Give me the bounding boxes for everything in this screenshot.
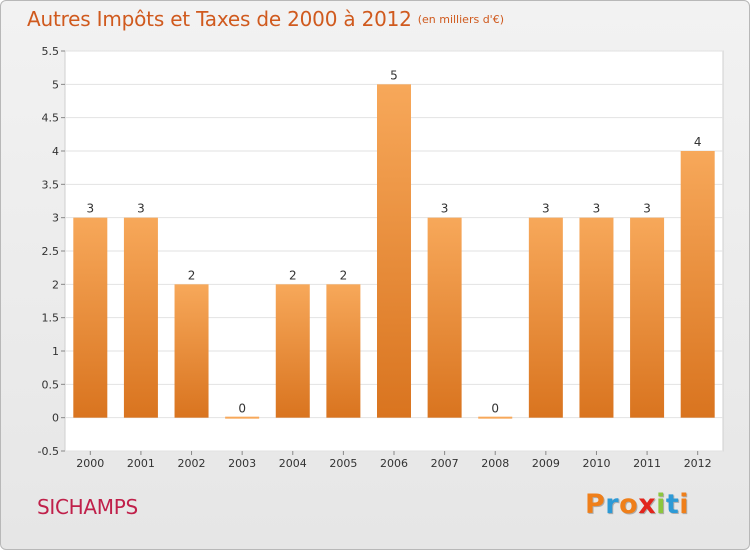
data-label: 2 (188, 268, 196, 282)
bar (478, 416, 513, 419)
bar (275, 284, 310, 418)
logo-letter: o (619, 489, 639, 520)
y-tick-label: 5.5 (42, 45, 60, 58)
y-tick-label: 2 (52, 278, 59, 291)
data-label: 5 (390, 68, 398, 82)
y-tick-label: -0.5 (38, 445, 59, 458)
y-tick-label: 5 (52, 78, 59, 91)
data-label: 2 (340, 268, 348, 282)
x-tick-label: 2004 (279, 457, 307, 470)
logo-letter: r (605, 489, 620, 520)
x-tick-label: 2008 (481, 457, 509, 470)
x-tick-label: 2007 (431, 457, 459, 470)
data-label: 3 (542, 202, 550, 216)
bar (73, 217, 108, 418)
bar (326, 284, 361, 418)
y-tick-label: 4.5 (42, 112, 60, 125)
bar (123, 217, 158, 418)
data-label: 3 (643, 202, 651, 216)
data-label: 3 (593, 202, 601, 216)
bar (225, 416, 260, 419)
data-label: 4 (694, 135, 702, 149)
title-text: Autres Impôts et Taxes de 2000 à 2012 (27, 7, 412, 31)
y-tick-label: 3 (52, 212, 59, 225)
x-tick-label: 2003 (228, 457, 256, 470)
y-tick-label: 4 (52, 145, 59, 158)
data-label: 3 (86, 202, 94, 216)
y-tick-label: 1 (52, 345, 59, 358)
bar (680, 151, 715, 418)
logo-letter: i (656, 489, 666, 520)
y-tick-label: 0 (52, 412, 59, 425)
data-label: 2 (289, 268, 297, 282)
y-tick-label: 0.5 (42, 378, 60, 391)
x-tick-label: 2012 (684, 457, 712, 470)
x-tick-label: 2002 (178, 457, 206, 470)
data-label: 0 (238, 402, 246, 416)
chart-title: Autres Impôts et Taxes de 2000 à 2012 (en… (27, 7, 504, 31)
bar (427, 217, 462, 418)
y-tick-label: 3.5 (42, 178, 60, 191)
x-tick-label: 2000 (76, 457, 104, 470)
place-name: SICHAMPS (37, 495, 138, 519)
data-label: 3 (137, 202, 145, 216)
y-tick-label: 2.5 (42, 245, 60, 258)
x-tick-label: 2009 (532, 457, 560, 470)
bar (528, 217, 563, 418)
data-label: 3 (441, 202, 449, 216)
bar (630, 217, 665, 418)
logo-letter: P (585, 489, 606, 520)
logo-letter: i (679, 489, 690, 520)
subtitle-text: (en milliers d'€) (417, 13, 504, 26)
logo-letter: t (665, 489, 680, 520)
y-tick-label: 1.5 (42, 312, 60, 325)
x-tick-label: 2005 (329, 457, 357, 470)
proxiti-logo: Proxiti (585, 489, 689, 520)
x-tick-label: 2011 (633, 457, 661, 470)
bar (579, 217, 614, 418)
x-tick-label: 2001 (127, 457, 155, 470)
bar (174, 284, 209, 418)
x-tick-label: 2006 (380, 457, 408, 470)
data-label: 0 (491, 402, 499, 416)
x-tick-label: 2010 (582, 457, 610, 470)
bar (377, 84, 411, 418)
logo-letter: x (638, 489, 657, 520)
